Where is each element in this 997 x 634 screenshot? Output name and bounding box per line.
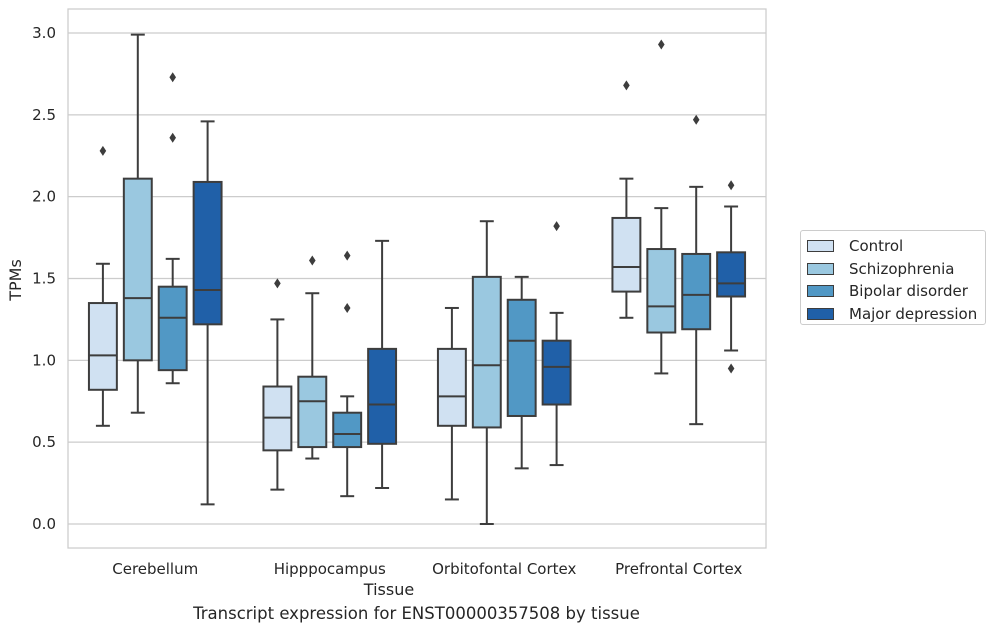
outlier-point (692, 114, 700, 125)
y-axis-tick-labels: 0.0 0.5 1.0 1.5 2.0 2.5 3.0 (32, 24, 56, 533)
box (436, 347, 467, 427)
outlier-point (169, 72, 176, 83)
y-tick-label: 0.5 (32, 433, 56, 451)
box-group (262, 278, 293, 491)
legend-label: Major depression (849, 304, 978, 323)
box-group (646, 39, 677, 375)
box-group (122, 33, 153, 414)
x-tick-label: Prefrontal Cortex (615, 560, 742, 578)
box-group (332, 250, 363, 498)
box (332, 411, 363, 449)
legend-item: Major depression (807, 303, 977, 325)
plot-area-frame (67, 8, 767, 549)
box (646, 248, 677, 334)
outlier-point (343, 250, 351, 261)
y-tick-label: 0.0 (32, 515, 56, 533)
outlier-point (99, 145, 107, 156)
legend-item: Bipolar disorder (807, 280, 968, 302)
box (297, 375, 328, 449)
box-group (681, 114, 712, 426)
x-tick-label: Cerebellum (112, 560, 198, 578)
box-group (297, 255, 328, 460)
y-axis-label: TPMs (6, 259, 25, 302)
box (192, 180, 223, 326)
legend-item: Schizophrenia (807, 258, 954, 280)
box-group (192, 120, 223, 506)
box-group (87, 145, 118, 427)
outlier-point (658, 39, 665, 50)
y-tick-label: 2.0 (32, 188, 56, 206)
box (471, 275, 502, 429)
outlier-point (343, 302, 351, 313)
x-axis-tick-labels: Cerebellum Hipppocampus Orbitofontal Corte… (112, 560, 742, 578)
box-group (611, 80, 642, 319)
y-tick-label: 3.0 (32, 24, 56, 42)
outlier-point (274, 278, 281, 289)
legend-swatch (807, 262, 834, 275)
x-axis-label: Tissue (363, 580, 414, 599)
box (87, 302, 118, 391)
box-group (157, 72, 188, 385)
box (541, 339, 572, 406)
box-group (471, 220, 502, 525)
box (122, 177, 153, 362)
legend-swatch (807, 285, 834, 297)
legend-label: Control (849, 237, 904, 255)
legend-item: Control (807, 235, 903, 257)
box-group (436, 306, 467, 501)
box (506, 298, 537, 417)
legend-label: Schizophrenia (849, 259, 955, 278)
y-tick-label: 2.5 (32, 106, 56, 124)
x-tick-label: Hipppocampus (274, 560, 386, 578)
y-tick-label: 1.0 (32, 351, 56, 369)
x-tick-label: Orbitofontal Cortex (432, 560, 576, 578)
legend: Control Schizophrenia Bipolar disorder Majo… (800, 230, 986, 325)
legend-swatch (807, 307, 834, 320)
box (157, 285, 188, 372)
outlier-point (727, 180, 735, 191)
box (716, 251, 747, 298)
box-series (87, 33, 747, 525)
legend-label: Bipolar disorder (849, 282, 968, 300)
box-group (367, 239, 398, 489)
outlier-point (169, 132, 176, 143)
y-tick-label: 1.5 (32, 270, 56, 288)
box-group (541, 221, 572, 467)
outlier-point (623, 80, 630, 91)
box-group (716, 180, 747, 374)
box-group (506, 275, 537, 470)
outlier-point (553, 221, 560, 232)
outlier-point (309, 255, 316, 266)
outlier-point (727, 363, 735, 374)
box (367, 347, 398, 445)
box (611, 216, 642, 293)
box (681, 252, 712, 331)
figure-caption: Transcript expression for ENST0000035750… (193, 604, 640, 623)
legend-swatch (807, 240, 834, 252)
